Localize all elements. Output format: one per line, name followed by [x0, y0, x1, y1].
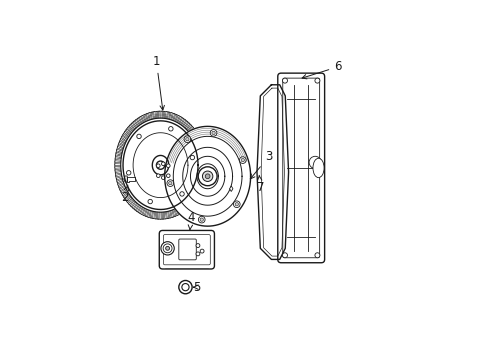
Text: 7: 7: [256, 175, 264, 194]
Circle shape: [210, 130, 217, 136]
Ellipse shape: [115, 111, 206, 219]
Circle shape: [161, 162, 165, 166]
Polygon shape: [123, 176, 127, 182]
Polygon shape: [123, 121, 198, 210]
Circle shape: [198, 216, 204, 223]
Polygon shape: [257, 85, 288, 260]
Circle shape: [161, 242, 174, 255]
FancyBboxPatch shape: [159, 230, 214, 269]
Circle shape: [168, 127, 173, 131]
Circle shape: [166, 180, 173, 186]
Text: 4: 4: [187, 211, 194, 230]
Circle shape: [235, 203, 238, 206]
Text: 3: 3: [250, 150, 272, 179]
Circle shape: [233, 201, 240, 208]
Circle shape: [148, 199, 152, 204]
Circle shape: [180, 192, 184, 196]
Circle shape: [282, 78, 287, 83]
Circle shape: [211, 131, 215, 135]
Circle shape: [166, 164, 170, 167]
Circle shape: [200, 218, 203, 221]
Circle shape: [314, 78, 319, 83]
Circle shape: [241, 158, 244, 162]
Circle shape: [137, 134, 141, 139]
Circle shape: [200, 249, 203, 253]
FancyBboxPatch shape: [277, 73, 324, 263]
Text: 5: 5: [192, 281, 200, 294]
Text: 1: 1: [152, 55, 164, 110]
Circle shape: [196, 252, 200, 256]
Circle shape: [202, 171, 212, 181]
Circle shape: [196, 244, 200, 247]
Circle shape: [205, 174, 209, 179]
Circle shape: [165, 246, 169, 250]
Circle shape: [282, 253, 287, 258]
Circle shape: [314, 253, 319, 258]
Polygon shape: [152, 156, 168, 175]
Circle shape: [126, 171, 131, 175]
Circle shape: [163, 244, 172, 253]
Circle shape: [198, 167, 217, 186]
Circle shape: [239, 157, 245, 163]
Circle shape: [168, 181, 172, 185]
Polygon shape: [164, 126, 250, 226]
Circle shape: [156, 174, 160, 177]
Circle shape: [308, 156, 321, 168]
Circle shape: [179, 280, 192, 294]
Circle shape: [156, 164, 160, 167]
Circle shape: [156, 161, 164, 169]
Circle shape: [185, 138, 189, 141]
Polygon shape: [127, 176, 135, 181]
Circle shape: [161, 176, 165, 179]
Text: 2: 2: [121, 185, 128, 203]
Circle shape: [190, 155, 194, 160]
Circle shape: [182, 284, 189, 291]
Polygon shape: [229, 186, 232, 192]
Circle shape: [183, 136, 190, 143]
Circle shape: [166, 174, 170, 177]
Text: 6: 6: [302, 60, 341, 79]
Ellipse shape: [312, 158, 324, 177]
